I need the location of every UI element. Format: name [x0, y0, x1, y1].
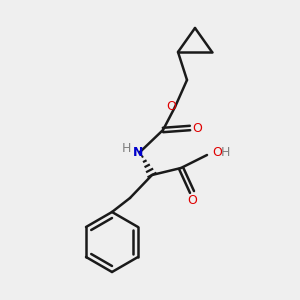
- Text: O: O: [166, 100, 176, 113]
- Text: N: N: [133, 146, 143, 158]
- Text: O: O: [212, 146, 222, 158]
- Text: O: O: [192, 122, 202, 134]
- Text: O: O: [187, 194, 197, 206]
- Text: H: H: [121, 142, 131, 154]
- Text: H: H: [221, 146, 230, 158]
